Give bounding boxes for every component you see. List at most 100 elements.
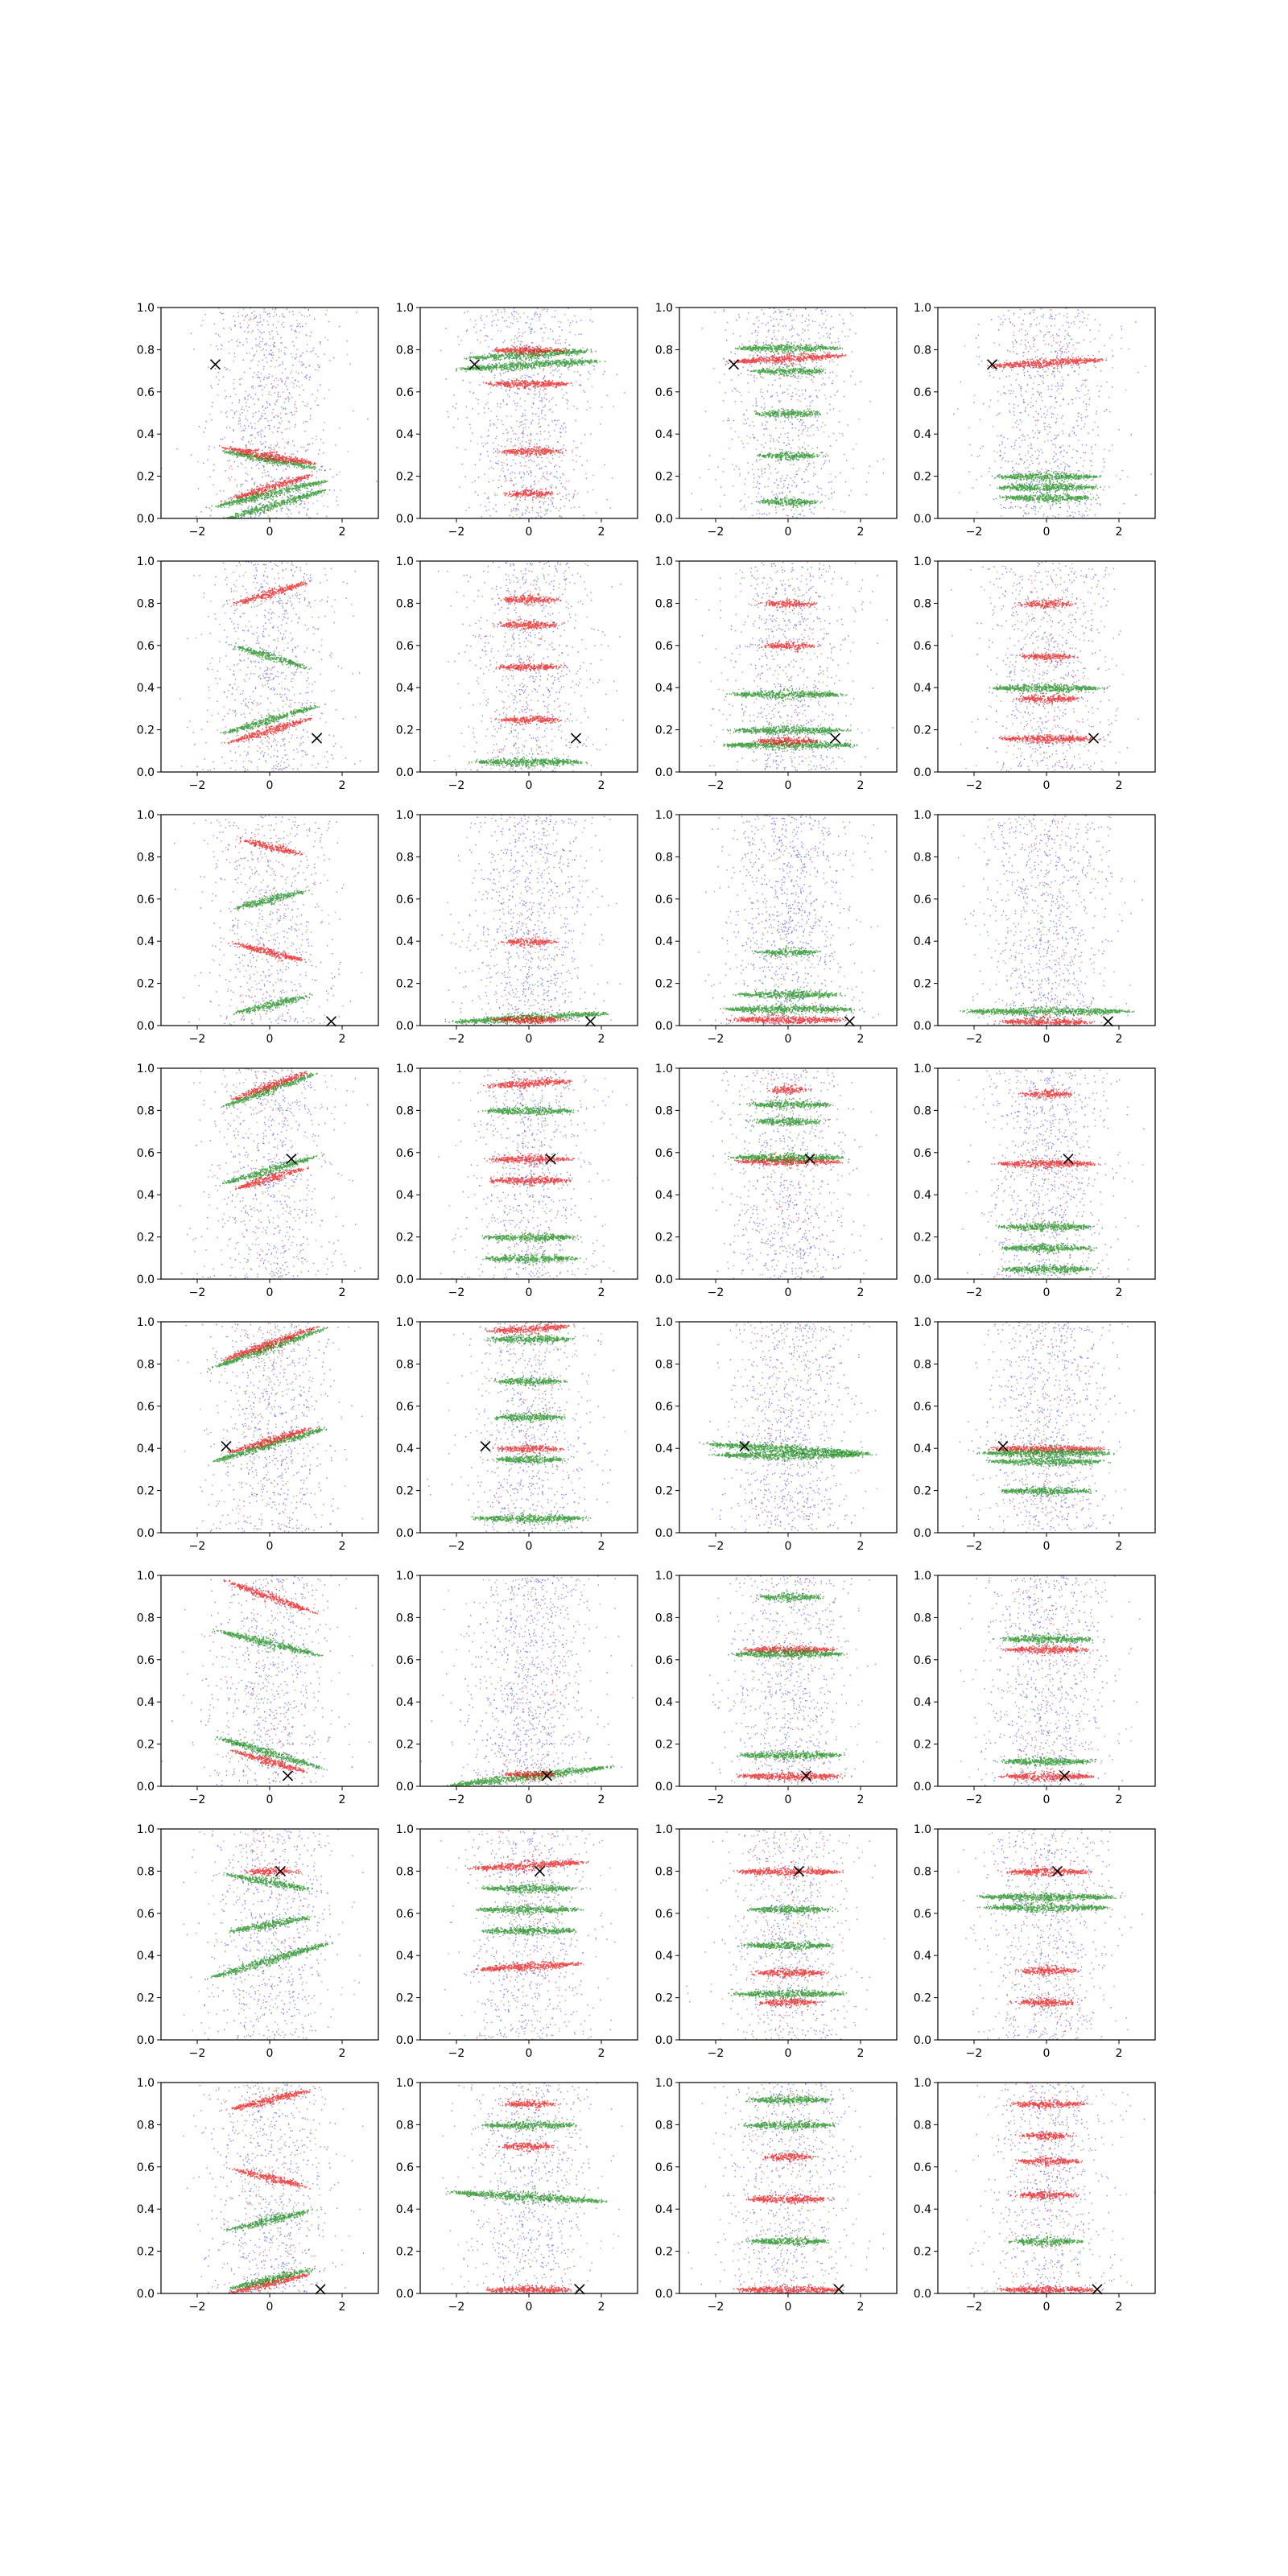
y-tick-label: 1.0 [396,555,414,568]
x-tick-label: 2 [857,779,865,792]
axes-frame [419,307,638,519]
band-red-1 [492,1443,565,1455]
scatter-points [174,815,362,1026]
series-red-scatter [448,1323,626,1533]
y-tick-label: 1.0 [914,809,931,822]
x-tick-label: 2 [339,1286,346,1299]
y-tick-label: 0.8 [655,1612,673,1624]
y-tick-label: 0.4 [137,1950,155,1963]
x-tick-label: 2 [857,1794,865,1806]
y-tick-label: 0.0 [655,1274,673,1286]
y-tick-label: 0.8 [914,344,931,357]
x-tick-label: 2 [1116,1286,1123,1299]
x-tick-label: −2 [708,1794,724,1806]
band-red-4 [221,474,313,502]
y-tick-label: 0.0 [655,2034,673,2047]
scatter-points [441,815,621,1026]
scatter-points [956,2083,1155,2293]
band-red-2 [1013,692,1083,706]
x-tick-label: 2 [339,779,346,792]
band-green-1 [223,1872,323,1893]
x-tick-label: 2 [598,1286,605,1299]
band-red-1 [232,1071,308,1100]
band-green-2 [733,986,846,1001]
band-red-4 [494,444,567,457]
panel-r4-c3: −2 0 2 0.0 0.2 0.4 0.6 0.8 1.0 [655,1063,898,1299]
y-tick-label: 1.0 [914,1570,931,1583]
band-red-0 [239,837,303,856]
x-marker [997,1441,1009,1452]
y-tick-label: 0.8 [914,597,931,610]
y-tick-label: 0.4 [914,428,931,441]
series-red-scatter [459,816,604,1026]
y-tick-label: 0.0 [655,766,673,779]
y-tick-label: 0.8 [655,344,673,357]
y-tick-label: 1.0 [914,1316,931,1329]
x-tick-label: −2 [189,1540,206,1553]
x-tick-label: −2 [189,526,206,539]
band-green-1 [735,342,844,355]
y-tick-label: 0.4 [396,935,414,948]
y-tick-label: 1.0 [655,1316,673,1329]
axes-frame [937,1321,1156,1534]
band-red-1 [1018,1085,1080,1100]
band-red-3 [1016,646,1079,663]
x-marker [221,1441,232,1452]
panel-r2-c3: −2 0 2 0.0 0.2 0.4 0.6 0.8 1.0 [655,555,898,792]
axes-frame [679,1575,898,1787]
scatter-points [960,1575,1141,1786]
band-red-1 [471,1960,583,1974]
y-tick-label: 1.0 [396,1063,414,1075]
y-tick-label: 0.0 [137,766,155,779]
band-green-3 [233,993,313,1016]
band-green-4 [481,1881,584,1894]
band-green-5 [1008,2232,1090,2248]
band-red-3 [997,2284,1103,2293]
axes-frame [419,1575,638,1787]
y-tick-label: 0.8 [914,1612,931,1624]
series-red-scatter [719,2083,848,2293]
x-tick-label: −2 [448,1540,465,1553]
x-tick-label: 0 [266,1033,274,1046]
series-green-scatter [973,1829,1126,2040]
y-tick-label: 0.4 [655,1696,673,1709]
x-marker [311,733,323,744]
y-tick-label: 0.2 [914,1739,931,1752]
band-red-4 [762,2152,819,2163]
x-tick-label: 0 [785,2301,792,2314]
y-tick-label: 0.6 [137,640,155,653]
band-green-2 [728,1987,848,2003]
series-blue [960,1575,1141,1786]
y-tick-label: 0.4 [655,428,673,441]
x-tick-label: −2 [448,1794,465,1806]
scatter-points [687,2083,897,2293]
x-tick-label: 2 [857,1033,865,1046]
x-marker [1102,1016,1114,1027]
axes-frame [160,1067,379,1280]
series-green-scatter [441,1575,606,1786]
y-tick-label: 1.0 [655,555,673,568]
series-green-scatter [964,309,1127,517]
series-blue [687,2083,897,2293]
series-blue [440,308,625,518]
panel-r8-c3: −2 0 2 0.0 0.2 0.4 0.6 0.8 1.0 [655,2077,898,2314]
y-tick-label: 0.6 [137,386,155,399]
band-green-3 [477,1104,579,1117]
y-tick-label: 0.0 [914,1527,931,1540]
series-blue [957,815,1143,1026]
band-green-3 [481,2119,577,2132]
series-green-scatter [454,1324,591,1533]
band-red-1 [492,618,565,630]
x-tick-label: 0 [1043,2301,1051,2314]
x-tick-label: 2 [598,2301,605,2314]
y-tick-label: 0.2 [137,1485,155,1498]
x-tick-label: 2 [598,779,605,792]
panel-r1-c3: −2 0 2 0.0 0.2 0.4 0.6 0.8 1.0 [655,302,898,539]
y-tick-label: 0.8 [396,2119,414,2132]
y-tick-label: 1.0 [655,302,673,315]
x-marker [833,2284,844,2295]
band-red-3 [230,1749,308,1773]
band-green-2 [745,2093,834,2107]
y-tick-label: 0.4 [396,1696,414,1709]
axes-frame [679,1321,898,1534]
